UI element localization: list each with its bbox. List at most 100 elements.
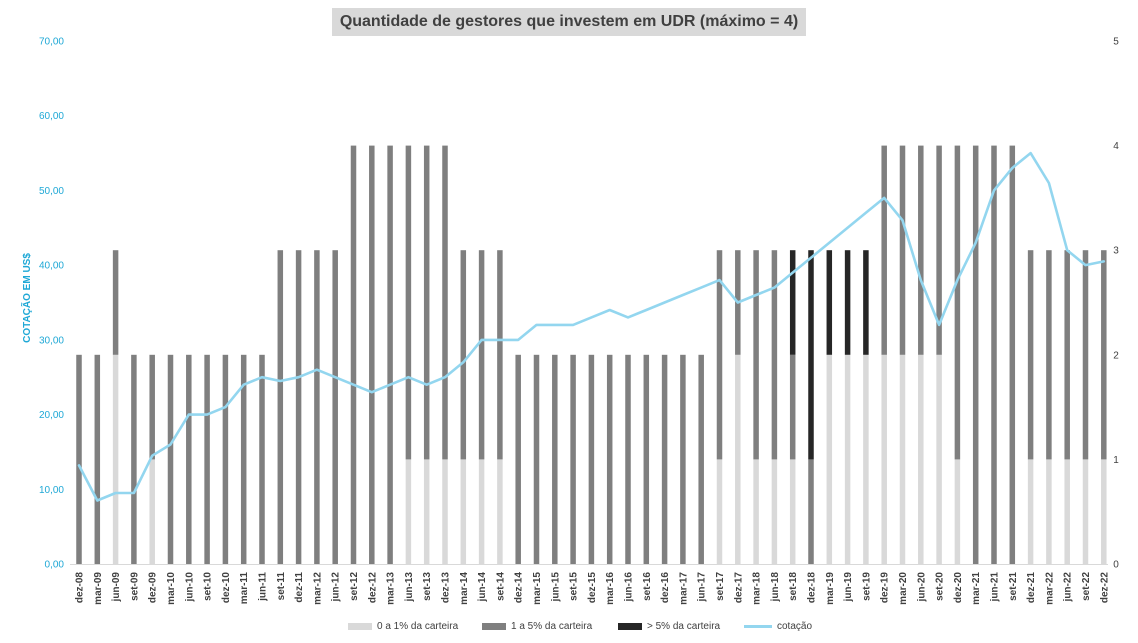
bar-high-mar-19: [826, 250, 833, 355]
axes-layer: 0,00 10,00 20,00 30,00 40,00 50,00 60,00 70,00 0…: [39, 37, 1119, 605]
bar-mid-mar-22: [1046, 250, 1052, 460]
legend-item-0-1: 0 a 1% da carteira: [348, 621, 458, 632]
x-tick-label: dez-12: [367, 572, 378, 604]
legend-swatch-dark: [618, 623, 642, 630]
bar-low-dez-22: [1101, 459, 1107, 564]
x-tick-label: set-10: [203, 572, 214, 601]
x-tick-label: jun-10: [184, 572, 195, 603]
bar-mid-set-16: [643, 354, 650, 564]
bar-mid-mar-17: [680, 354, 686, 564]
bar-mid-mar-18: [753, 250, 759, 460]
x-tick-label: mar-22: [1044, 572, 1055, 605]
y-axis-label: COTAÇÃO EM US$: [20, 253, 33, 343]
y-tick-label: 10,00: [39, 485, 64, 496]
x-tick-label: jun-09: [111, 572, 122, 603]
x-tick-label: mar-14: [459, 572, 470, 605]
x-tick-label: set-21: [1008, 572, 1019, 601]
bar-low-dez-20: [954, 459, 961, 564]
legend-swatch-light: [348, 623, 372, 630]
x-tick-label: dez-14: [514, 572, 525, 604]
x-tick-label: mar-18: [752, 572, 763, 605]
bar-mid-dez-20: [954, 145, 961, 460]
bar-low-mar-18: [753, 459, 759, 564]
y2-tick-label: 1: [1113, 455, 1119, 466]
x-tick-label: jun-18: [770, 572, 781, 603]
bar-mid-mar-21: [972, 145, 979, 564]
x-tick-label: jun-16: [624, 572, 635, 603]
x-tick-label: set-18: [788, 572, 799, 601]
legend-label: cotação: [777, 621, 813, 632]
legend-label: 1 a 5% da carteira: [511, 621, 593, 632]
bar-low-mar-14: [460, 459, 467, 564]
legend-label: > 5% da carteira: [647, 621, 721, 632]
legend-item-cotacao: cotação: [744, 621, 812, 632]
x-tick-label: set-19: [861, 572, 872, 601]
bar-mid-set-20: [936, 145, 942, 355]
y-tick-label: 40,00: [39, 261, 64, 272]
bar-high-set-19: [863, 250, 869, 355]
bar-mid-dez-13: [442, 145, 448, 460]
x-tick-label: set-16: [642, 572, 653, 601]
bar-mid-dez-09: [149, 354, 155, 460]
x-tick-label: jun-11: [258, 572, 269, 602]
x-tick-label: mar-09: [93, 572, 104, 605]
x-tick-label: jun-12: [331, 572, 342, 603]
bar-mid-set-22: [1082, 250, 1089, 460]
bar-low-set-18: [789, 459, 796, 564]
bar-low-jun-14: [478, 459, 485, 564]
bar-low-set-20: [936, 354, 942, 564]
bar-mid-set-15: [570, 354, 576, 564]
x-tick-label: set-17: [715, 572, 726, 601]
bar-mid-set-12: [350, 145, 357, 564]
x-tick-label: set-12: [349, 572, 360, 601]
bar-mid-dez-11: [295, 250, 302, 564]
x-tick-label: dez-21: [1026, 572, 1037, 604]
bar-mid-dez-22: [1101, 250, 1107, 460]
x-tick-label: set-20: [935, 572, 946, 601]
bar-low-dez-19: [881, 354, 887, 564]
x-tick-label: dez-22: [1099, 572, 1110, 604]
bar-mid-jun-12: [332, 250, 338, 564]
x-tick-label: set-09: [129, 572, 140, 601]
x-tick-label: jun-13: [404, 572, 415, 603]
bar-high-jun-19: [844, 250, 851, 355]
x-tick-label: dez-08: [75, 572, 86, 604]
bar-mid-mar-10: [167, 354, 174, 564]
bar-mid-mar-09: [94, 354, 101, 564]
y2-tick-label: 3: [1113, 246, 1119, 257]
x-tick-label: mar-11: [239, 572, 250, 605]
x-tick-label: dez-20: [953, 572, 964, 604]
bar-mid-set-17: [716, 250, 723, 460]
bar-mid-jun-10: [186, 354, 192, 564]
x-tick-label: set-15: [569, 572, 580, 601]
bar-low-jun-09: [112, 354, 119, 564]
bar-mid-set-13: [423, 145, 430, 460]
bar-mid-dez-19: [881, 145, 887, 355]
y-tick-label: 0,00: [45, 560, 65, 571]
bar-low-set-19: [863, 354, 869, 564]
y2-tick-label: 0: [1113, 560, 1119, 571]
bar-mid-jun-11: [259, 354, 265, 564]
x-tick-label: mar-12: [312, 572, 323, 605]
bar-mid-set-18: [789, 354, 796, 460]
bar-mid-jun-17: [698, 354, 704, 564]
y-tick-label: 20,00: [39, 410, 64, 421]
y2-tick-label: 4: [1113, 141, 1119, 152]
bar-low-set-17: [716, 459, 723, 564]
bar-low-mar-22: [1046, 459, 1052, 564]
bar-mid-jun-22: [1064, 250, 1070, 460]
bar-mid-jun-20: [918, 145, 924, 355]
y2-tick-label: 5: [1113, 37, 1119, 48]
y2-tick-label: 2: [1113, 350, 1119, 361]
bar-low-jun-19: [844, 354, 851, 564]
x-tick-label: jun-19: [843, 572, 854, 603]
bar-high-set-18: [789, 250, 796, 355]
bar-mid-dez-12: [369, 145, 375, 564]
bar-mid-jun-18: [771, 250, 778, 460]
bar-mid-jun-16: [625, 354, 631, 564]
bar-low-dez-17: [735, 354, 741, 564]
x-tick-label: set-14: [495, 572, 506, 601]
bar-low-set-13: [423, 459, 430, 564]
bar-mid-jun-14: [478, 250, 485, 460]
